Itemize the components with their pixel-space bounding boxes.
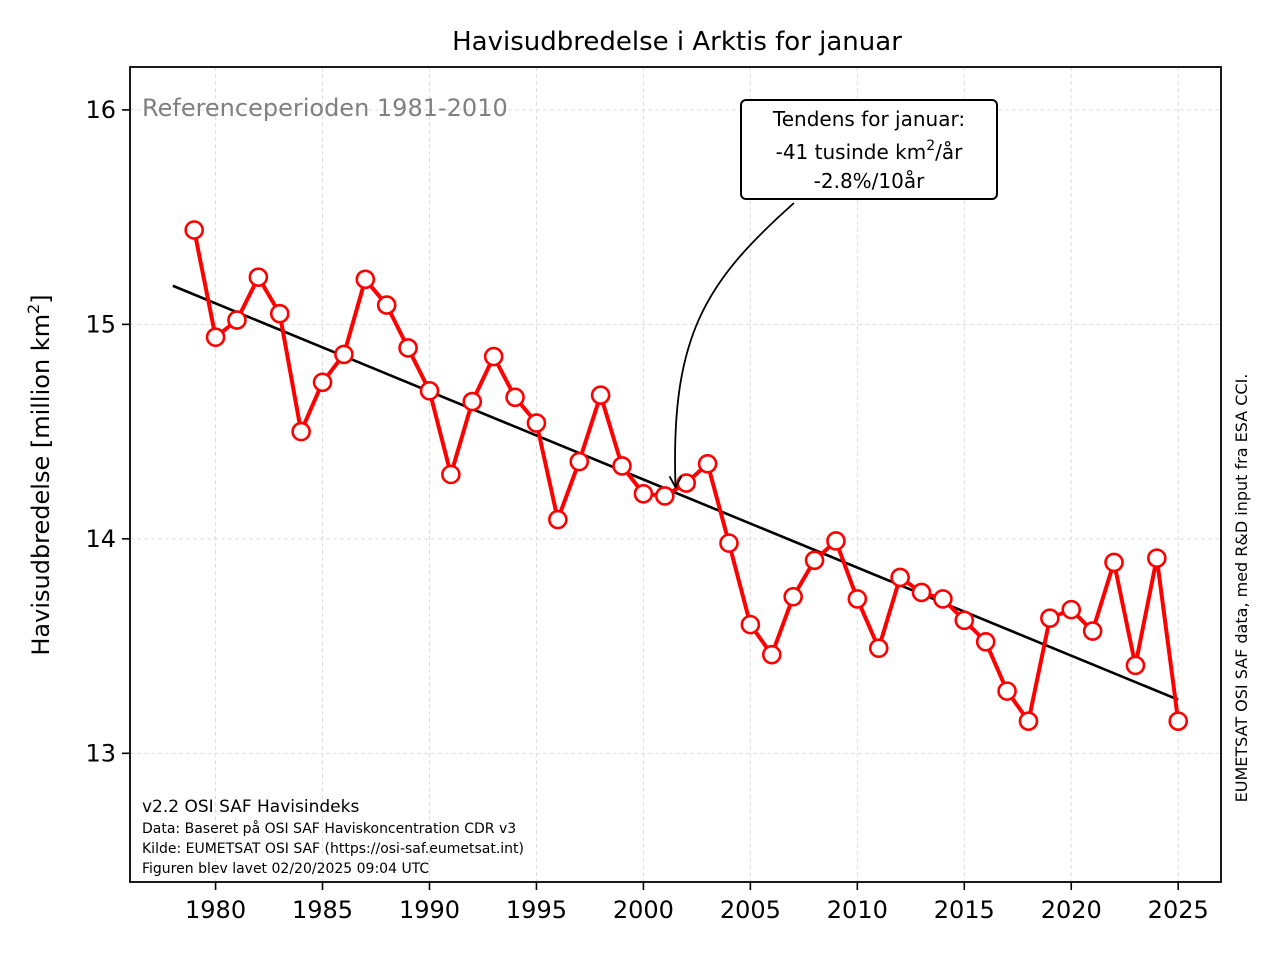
data-point bbox=[612, 456, 632, 476]
data-point bbox=[1018, 711, 1039, 731]
y-axis-label-sup: 2 bbox=[24, 304, 43, 314]
data-point bbox=[1147, 548, 1167, 568]
x-tick-label: 1985 bbox=[292, 896, 353, 924]
data-point bbox=[355, 269, 376, 290]
data-point bbox=[312, 372, 333, 393]
x-tick-label: 1990 bbox=[399, 896, 460, 924]
data-point bbox=[184, 220, 204, 240]
side-note: EUMETSAT OSI SAF data, med R&D input fra… bbox=[1232, 374, 1251, 803]
data-point bbox=[398, 338, 418, 358]
reference-period-label: Referenceperioden 1981-2010 bbox=[142, 94, 508, 122]
data-point bbox=[269, 303, 290, 324]
data-point bbox=[804, 550, 825, 571]
credit-title: v2.2 OSI SAF Havisindeks bbox=[142, 797, 359, 817]
x-tick-label: 2020 bbox=[1041, 896, 1102, 924]
x-tick-label: 2010 bbox=[827, 896, 888, 924]
data-point bbox=[569, 451, 590, 472]
chart-title: Havisudbredelse i Arktis for januar bbox=[452, 27, 902, 57]
data-point bbox=[933, 589, 953, 609]
data-point bbox=[1125, 655, 1146, 676]
x-tick-label: 2000 bbox=[613, 896, 674, 924]
data-point bbox=[462, 391, 483, 412]
data-point bbox=[847, 589, 868, 609]
data-point bbox=[291, 421, 311, 442]
plot-frame bbox=[129, 66, 1222, 883]
annotation-arrow bbox=[674, 202, 795, 488]
trend-box-line2: -41 tusinde km2/år bbox=[776, 138, 964, 164]
y-axis-label-close: ] bbox=[27, 294, 55, 303]
y-axis-label: Havisudbredelse [million km2] bbox=[24, 294, 55, 655]
data-point bbox=[1104, 552, 1124, 573]
credit-line-2: Kilde: EUMETSAT OSI SAF (https://osi-saf… bbox=[142, 841, 524, 857]
data-point bbox=[697, 453, 718, 474]
data-point bbox=[997, 681, 1017, 701]
y-tick-label: 16 bbox=[85, 96, 116, 124]
x-tick-label: 2015 bbox=[934, 896, 995, 924]
data-point bbox=[419, 381, 440, 401]
data-point bbox=[890, 567, 910, 588]
data-point bbox=[868, 638, 889, 659]
y-tick-label: 14 bbox=[85, 525, 116, 553]
data-point bbox=[633, 484, 654, 504]
data-point bbox=[334, 344, 354, 365]
data-point bbox=[526, 413, 547, 433]
data-point bbox=[783, 586, 803, 607]
data-point bbox=[975, 631, 996, 652]
data-point bbox=[911, 582, 932, 603]
data-point bbox=[376, 295, 397, 315]
data-point bbox=[954, 610, 975, 631]
data-point bbox=[1061, 599, 1082, 620]
y-tick-label: 13 bbox=[85, 739, 116, 767]
data-point bbox=[205, 327, 226, 348]
trend-box-line2-sup: 2 bbox=[926, 138, 935, 154]
x-tick-label: 1980 bbox=[185, 896, 246, 924]
x-axis: 1980 1985 1990 1995 2000 2005 2010 2015 2020 2025 bbox=[185, 882, 1209, 924]
data-point bbox=[483, 346, 504, 367]
data-point bbox=[826, 531, 846, 551]
annotation-arrowhead bbox=[668, 475, 683, 490]
trend-box-frame bbox=[740, 99, 998, 200]
data-point bbox=[655, 486, 675, 506]
data-point bbox=[719, 533, 739, 553]
x-tick-label: 2025 bbox=[1148, 896, 1209, 924]
data-point bbox=[505, 387, 525, 408]
trend-box-line3: -2.8%/10år bbox=[814, 169, 925, 193]
data-point bbox=[441, 464, 461, 485]
data-point bbox=[1168, 711, 1189, 731]
credit-line-1: Data: Baseret på OSI SAF Haviskoncentrat… bbox=[142, 820, 516, 837]
data-point bbox=[1082, 621, 1103, 641]
trend-annotation-box: Tendens for januar: -41 tusinde km2/år -… bbox=[740, 99, 998, 200]
trend-box-line2-a: -41 tusinde km bbox=[776, 140, 927, 164]
data-point bbox=[740, 614, 761, 635]
x-tick-label: 2005 bbox=[720, 896, 781, 924]
data-point bbox=[1040, 608, 1060, 628]
data-point bbox=[248, 267, 269, 287]
trend-box-line2-b: /år bbox=[935, 140, 963, 164]
data-point bbox=[548, 509, 568, 530]
grid bbox=[130, 67, 1221, 882]
data-point bbox=[227, 310, 247, 330]
series-points bbox=[184, 220, 1189, 731]
y-axis: 13 14 15 16 bbox=[85, 96, 130, 767]
data-point bbox=[761, 644, 782, 665]
data-point bbox=[590, 385, 611, 405]
x-tick-label: 1995 bbox=[506, 896, 567, 924]
credit-line-3: Figuren blev lavet 02/20/2025 09:04 UTC bbox=[142, 861, 429, 877]
trend-box-line1: Tendens for januar: bbox=[772, 107, 965, 131]
y-axis-label-text: Havisudbredelse [million km bbox=[27, 314, 55, 656]
y-tick-label: 15 bbox=[85, 310, 116, 338]
